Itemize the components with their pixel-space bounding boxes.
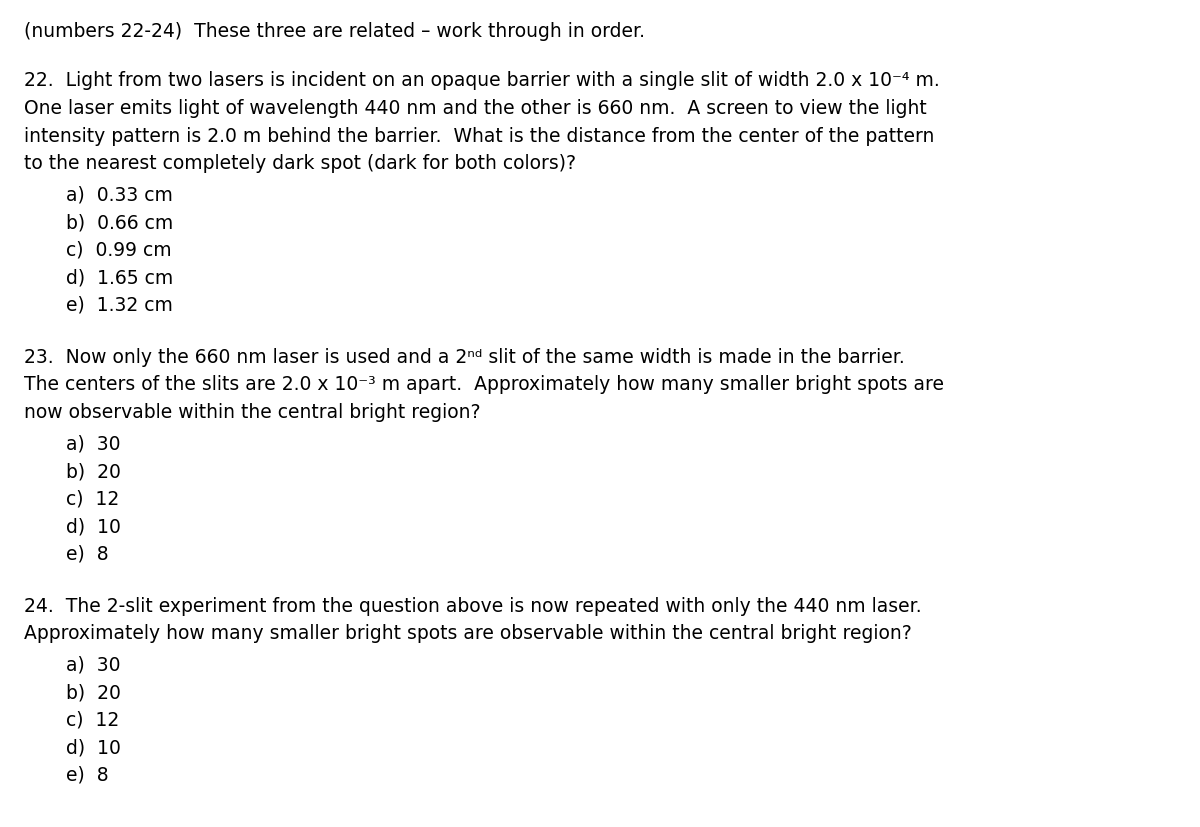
Text: e)  8: e) 8	[66, 766, 108, 785]
Text: a)  30: a) 30	[66, 434, 120, 453]
Text: c)  0.99 cm: c) 0.99 cm	[66, 241, 172, 260]
Text: d)  1.65 cm: d) 1.65 cm	[66, 268, 173, 287]
Text: d)  10: d) 10	[66, 517, 120, 536]
Text: intensity pattern is 2.0 m behind the barrier.  What is the distance from the ce: intensity pattern is 2.0 m behind the ba…	[24, 127, 935, 146]
Text: now observable within the central bright region?: now observable within the central bright…	[24, 403, 480, 422]
Text: b)  20: b) 20	[66, 462, 120, 481]
Text: e)  8: e) 8	[66, 544, 108, 563]
Text: b)  20: b) 20	[66, 683, 120, 702]
Text: b)  0.66 cm: b) 0.66 cm	[66, 213, 173, 232]
Text: 24.  The 2-slit experiment from the question above is now repeated with only the: 24. The 2-slit experiment from the quest…	[24, 597, 922, 616]
Text: to the nearest completely dark spot (dark for both colors)?: to the nearest completely dark spot (dar…	[24, 154, 576, 173]
Text: Approximately how many smaller bright spots are observable within the central br: Approximately how many smaller bright sp…	[24, 624, 912, 643]
Text: 23.  Now only the 660 nm laser is used and a 2ⁿᵈ slit of the same width is made : 23. Now only the 660 nm laser is used an…	[24, 348, 905, 367]
Text: e)  1.32 cm: e) 1.32 cm	[66, 295, 173, 314]
Text: The centers of the slits are 2.0 x 10⁻³ m apart.  Approximately how many smaller: The centers of the slits are 2.0 x 10⁻³ …	[24, 375, 944, 394]
Text: c)  12: c) 12	[66, 711, 119, 730]
Text: One laser emits light of wavelength 440 nm and the other is 660 nm.  A screen to: One laser emits light of wavelength 440 …	[24, 99, 926, 118]
Text: a)  0.33 cm: a) 0.33 cm	[66, 185, 173, 204]
Text: a)  30: a) 30	[66, 656, 120, 675]
Text: c)  12: c) 12	[66, 490, 119, 509]
Text: d)  10: d) 10	[66, 739, 120, 758]
Text: 22.  Light from two lasers is incident on an opaque barrier with a single slit o: 22. Light from two lasers is incident on…	[24, 71, 940, 90]
Text: (numbers 22-24)  These three are related – work through in order.: (numbers 22-24) These three are related …	[24, 22, 644, 41]
